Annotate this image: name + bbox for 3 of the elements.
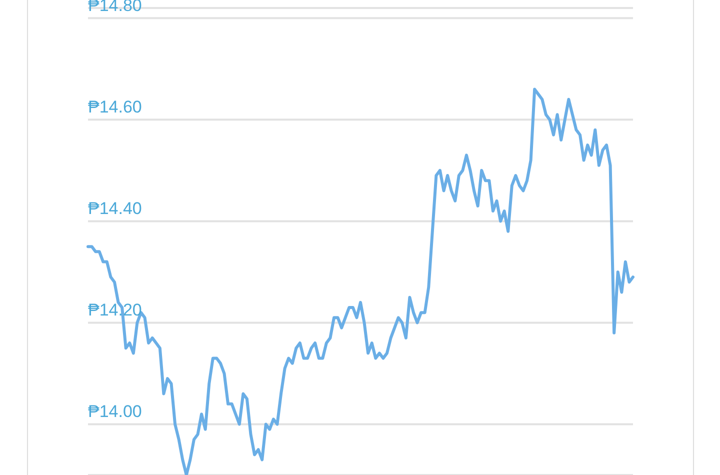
- y-tick-label: ₱14.40: [88, 199, 142, 218]
- y-tick-label: ₱14.00: [88, 402, 142, 422]
- y-tick-label: ₱14.60: [88, 98, 142, 117]
